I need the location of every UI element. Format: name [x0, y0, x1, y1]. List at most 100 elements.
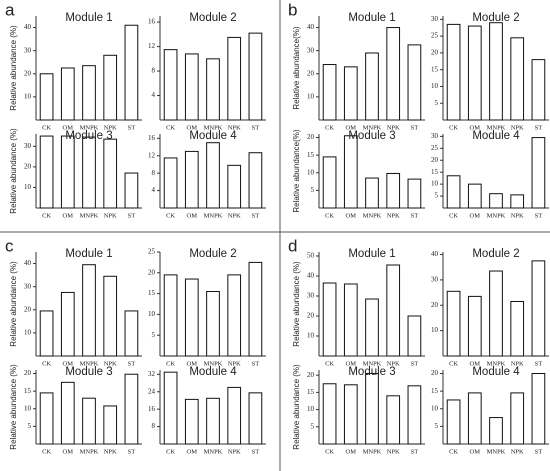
chart-title: Module 1 [65, 12, 112, 24]
x-tick-label: OM [346, 124, 357, 131]
bar [446, 290, 461, 357]
y-tick-label: 20 [24, 369, 32, 377]
bar [446, 175, 461, 209]
x-tick-label: NPK [104, 124, 117, 131]
x-tick-label: OM [470, 448, 481, 455]
x-tick-label: ST [535, 124, 543, 131]
y-tick-label: 30 [307, 46, 315, 54]
x-tick-label: CK [449, 124, 458, 131]
y-tick-label: 12 [148, 42, 156, 50]
y-axis-label: Relative abundance (%) [9, 128, 18, 214]
y-tick-label: 20 [431, 49, 439, 57]
y-tick-label: 40 [307, 23, 315, 31]
bar [163, 274, 178, 357]
y-tick-label: 5 [435, 99, 439, 107]
y-tick-label: 20 [431, 156, 439, 164]
x-tick-label: MNPK [487, 448, 506, 455]
y-tick-label: 15 [307, 388, 315, 396]
bar [322, 383, 337, 445]
x-tick-label: MNPK [363, 124, 382, 131]
x-tick-label: NPK [511, 212, 524, 219]
x-tick-label: MNPK [204, 212, 223, 219]
y-tick-label: 20 [148, 268, 156, 276]
x-tick-label: OM [187, 212, 198, 219]
x-tick-label: CK [449, 212, 458, 219]
bar [467, 25, 482, 121]
x-tick-label: ST [411, 360, 419, 367]
y-tick-label: 20 [431, 301, 439, 309]
x-tick-label: MNPK [363, 448, 382, 455]
bar [365, 372, 379, 445]
x-tick-label: CK [166, 212, 175, 219]
bar [407, 315, 422, 357]
x-tick-label: CK [325, 212, 334, 219]
bar [227, 36, 242, 121]
y-tick-label: 40 [307, 272, 315, 280]
x-tick-label: MNPK [487, 360, 506, 367]
x-tick-label: CK [42, 448, 51, 455]
bar [386, 395, 401, 445]
y-tick-label: 25 [148, 248, 156, 256]
x-tick-label: CK [325, 360, 334, 367]
x-tick-label: NPK [104, 212, 117, 219]
x-tick-label: OM [470, 124, 481, 131]
bar [386, 172, 401, 209]
x-tick-label: OM [63, 448, 74, 455]
y-tick-label: 4 [152, 91, 156, 99]
bar [206, 58, 220, 121]
y-tick-label: 20 [307, 133, 315, 141]
bar [322, 64, 337, 121]
bar [489, 193, 503, 209]
bar [510, 194, 525, 209]
y-axis-label: Relative abundance (%) [292, 261, 301, 347]
y-tick-label: 16 [148, 134, 156, 142]
x-tick-label: MNPK [487, 124, 506, 131]
x-tick-label: OM [346, 448, 357, 455]
y-tick-label: 25 [431, 32, 439, 40]
bar [163, 157, 178, 209]
y-tick-label: 32 [148, 370, 156, 378]
chart-title: Module 4 [189, 130, 237, 142]
y-axis-label: Relative abundance(%) [292, 26, 301, 109]
x-tick-label: NPK [387, 360, 400, 367]
panel-label: b [288, 0, 297, 19]
x-tick-label: MNPK [204, 448, 223, 455]
chart-title: Module 3 [65, 366, 112, 378]
bar [184, 150, 199, 209]
bar [82, 264, 96, 357]
y-tick-label: 5 [435, 192, 439, 200]
y-tick-label: 10 [307, 405, 315, 413]
y-tick-label: 40 [431, 250, 439, 258]
bar [510, 392, 525, 445]
bar [124, 172, 139, 209]
bar [510, 37, 525, 121]
bar [407, 385, 422, 445]
y-tick-label: 15 [431, 168, 439, 176]
x-tick-label: ST [411, 212, 419, 219]
chart-title: Module 2 [189, 12, 236, 24]
y-axis-label: Relative abundance (%) [9, 25, 18, 111]
y-tick-label: 20 [24, 69, 32, 77]
y-tick-label: 20 [307, 312, 315, 320]
y-tick-label: 10 [24, 183, 32, 191]
bar [407, 178, 422, 209]
bar [124, 373, 139, 445]
x-tick-label: OM [63, 360, 74, 367]
x-tick-label: ST [128, 448, 136, 455]
x-tick-label: ST [252, 212, 260, 219]
y-tick-label: 20 [307, 371, 315, 379]
x-tick-label: CK [449, 360, 458, 367]
bar [60, 291, 75, 357]
chart-title: Module 1 [65, 248, 112, 260]
y-tick-label: 15 [307, 151, 315, 159]
bar [227, 386, 242, 445]
x-tick-label: NPK [104, 360, 117, 367]
y-tick-label: 5 [152, 331, 156, 339]
bar [467, 183, 482, 209]
y-tick-label: 10 [431, 404, 439, 412]
x-tick-label: OM [63, 124, 74, 131]
x-tick-label: OM [187, 124, 198, 131]
bar [531, 373, 546, 445]
x-tick-label: NPK [511, 124, 524, 131]
